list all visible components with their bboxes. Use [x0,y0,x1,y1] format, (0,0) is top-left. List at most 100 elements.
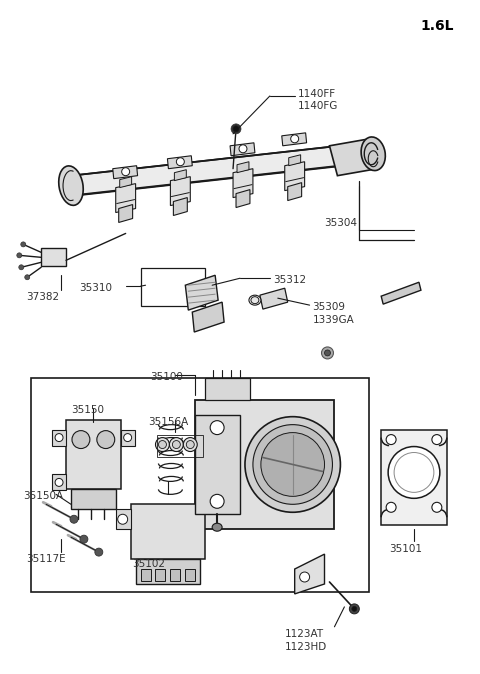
Bar [141,268,205,306]
Circle shape [324,350,330,356]
Bar [170,569,180,581]
Bar [141,569,151,581]
Circle shape [432,502,442,512]
Circle shape [388,447,440,498]
Polygon shape [170,177,190,206]
Polygon shape [136,559,200,584]
Circle shape [386,502,396,512]
Circle shape [21,242,26,247]
Polygon shape [195,415,240,514]
Ellipse shape [212,523,222,531]
Polygon shape [71,146,344,195]
Circle shape [55,433,63,441]
Polygon shape [173,197,187,216]
Polygon shape [168,156,192,168]
Circle shape [300,572,310,582]
Circle shape [17,253,22,258]
Text: 35304: 35304 [324,218,357,228]
Circle shape [156,437,169,452]
Bar [157,435,203,456]
Polygon shape [174,170,186,181]
Circle shape [118,514,128,524]
Text: 1140FF: 1140FF [298,89,336,99]
Ellipse shape [59,166,83,206]
Ellipse shape [291,135,299,143]
Circle shape [245,417,340,512]
Text: 35117E: 35117E [26,554,66,564]
Circle shape [72,431,90,448]
Polygon shape [236,189,250,208]
Circle shape [19,265,24,270]
Polygon shape [66,420,120,489]
Text: 1140FG: 1140FG [298,101,338,111]
Text: 35309: 35309 [312,302,346,312]
Polygon shape [282,133,307,146]
Polygon shape [116,510,131,529]
Circle shape [349,604,360,614]
Polygon shape [195,400,335,529]
Text: 35312: 35312 [273,275,306,285]
Polygon shape [52,474,66,491]
Text: 35100: 35100 [151,372,183,382]
Polygon shape [230,143,255,156]
Polygon shape [116,183,136,212]
Polygon shape [381,282,421,304]
Circle shape [352,607,357,611]
Polygon shape [131,504,205,559]
Polygon shape [288,155,300,166]
Text: 1123HD: 1123HD [285,642,327,652]
Polygon shape [120,177,132,187]
Ellipse shape [239,145,247,153]
Circle shape [169,437,183,452]
Circle shape [261,433,324,496]
Bar [381,429,447,525]
Ellipse shape [251,297,259,304]
Circle shape [97,431,115,448]
Ellipse shape [249,295,261,305]
Polygon shape [113,166,138,179]
Polygon shape [295,554,324,594]
Polygon shape [71,489,116,510]
Polygon shape [285,162,305,191]
Circle shape [55,479,63,487]
Text: 1339GA: 1339GA [312,315,354,325]
Polygon shape [119,204,132,222]
Circle shape [172,441,180,448]
Ellipse shape [361,137,385,171]
Polygon shape [192,302,224,332]
Bar [31,378,369,592]
Text: 35101: 35101 [389,544,422,554]
Circle shape [210,421,224,435]
Polygon shape [52,429,66,446]
Bar [41,248,66,266]
Circle shape [124,433,132,441]
Polygon shape [288,183,301,201]
Text: 37382: 37382 [26,293,60,302]
Polygon shape [205,378,250,400]
Polygon shape [237,162,249,173]
Circle shape [70,515,78,523]
Circle shape [95,548,103,556]
Polygon shape [329,139,377,176]
Polygon shape [233,168,253,197]
Circle shape [231,124,241,134]
Polygon shape [185,275,218,310]
Circle shape [183,437,197,452]
Circle shape [432,435,442,445]
Circle shape [210,494,224,508]
Text: 35102: 35102 [132,559,165,569]
Circle shape [253,425,333,504]
Circle shape [25,275,30,280]
Polygon shape [120,429,134,446]
Text: 1.6L: 1.6L [420,20,454,33]
Ellipse shape [176,158,184,166]
Text: 35156A: 35156A [148,417,189,427]
Circle shape [386,435,396,445]
Text: 35150A: 35150A [23,491,63,501]
Bar [185,569,195,581]
Text: 35150: 35150 [71,404,104,415]
Ellipse shape [122,168,130,176]
Circle shape [80,535,88,543]
Circle shape [322,347,334,359]
Polygon shape [260,288,288,309]
